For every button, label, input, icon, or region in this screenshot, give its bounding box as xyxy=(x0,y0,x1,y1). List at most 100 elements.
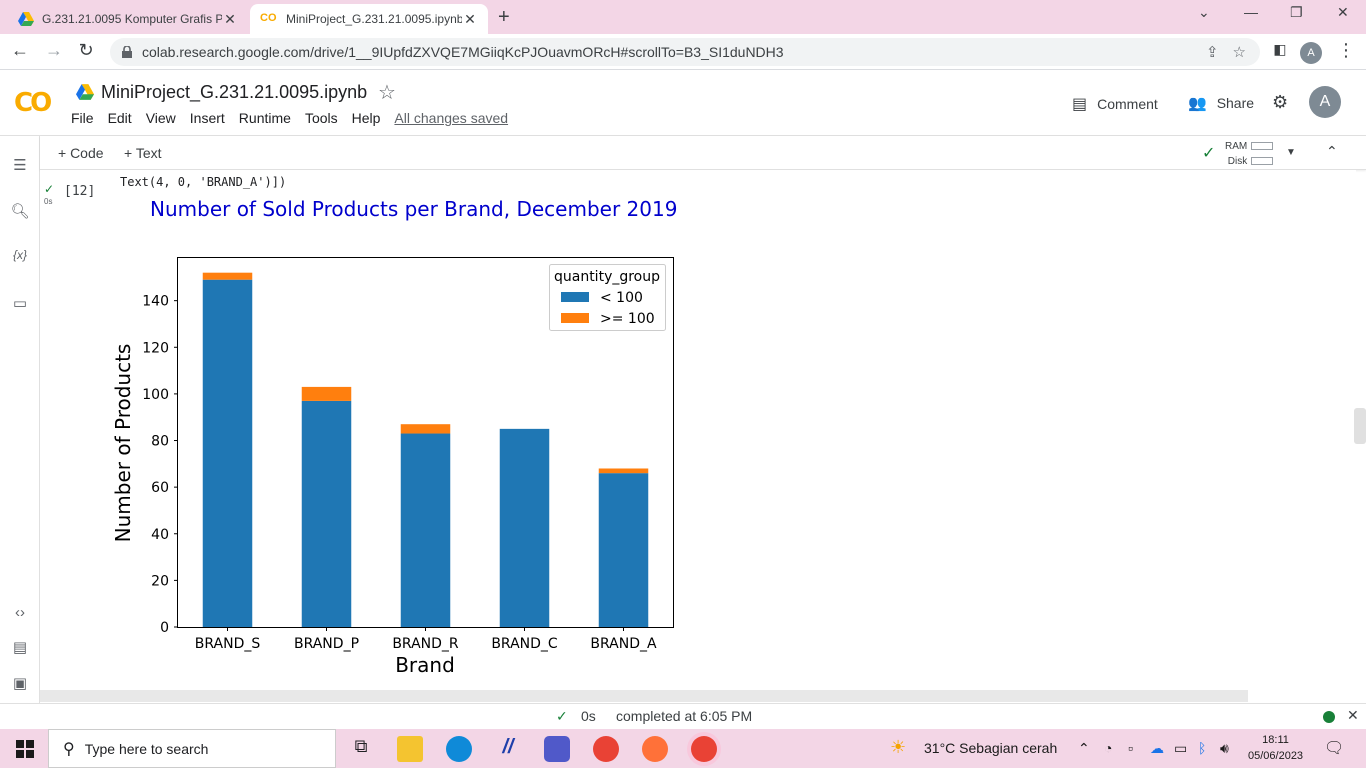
menu-edit[interactable]: Edit xyxy=(107,110,132,126)
bar-brand-s-series-1 xyxy=(202,272,253,280)
new-tab-icon[interactable]: + xyxy=(498,6,510,28)
folder-icon[interactable]: ▭ xyxy=(12,295,28,312)
connected-check-icon: ✓ xyxy=(1202,145,1216,162)
volume-icon[interactable]: 🔊︎ xyxy=(1220,740,1229,756)
app-slash-icon[interactable]: // xyxy=(502,736,514,758)
command-palette-icon[interactable]: ▤ xyxy=(12,639,28,656)
y-tick-label: 40 xyxy=(151,527,169,543)
notebook-title[interactable]: MiniProject_G.231.21.0095.ipynb xyxy=(101,82,368,102)
horizontal-scrollbar[interactable] xyxy=(40,690,1248,702)
code-snippets-icon[interactable]: ‹› xyxy=(15,604,25,621)
bar-chart: Number of Sold Products per Brand, Decem… xyxy=(111,197,677,677)
minimize-icon[interactable]: — xyxy=(1244,4,1258,20)
execution-time: 0s xyxy=(44,197,53,206)
output-text: Text(4, 0, 'BRAND_A')]) xyxy=(120,175,287,189)
y-tick-label: 120 xyxy=(142,340,169,356)
file-explorer-icon[interactable] xyxy=(397,736,423,762)
teams-icon[interactable] xyxy=(544,736,570,762)
clock-date: 05/06/2023 xyxy=(1248,750,1304,762)
legend-label-100-plus: >= 100 xyxy=(600,311,655,327)
browser-tab-colab[interactable]: CO MiniProject_G.231.21.0095.ipynb ✕ xyxy=(250,4,488,34)
network-icon[interactable]: ◔ xyxy=(1104,740,1113,756)
bluetooth-icon[interactable]: ᛒ xyxy=(1198,740,1207,756)
ram-label: RAM xyxy=(1225,141,1248,152)
colab-logo[interactable]: CO xyxy=(14,88,52,118)
share-button[interactable]: 👥 Share xyxy=(1188,94,1254,112)
star-icon[interactable]: ☆ xyxy=(378,82,396,104)
browser-tab-drive[interactable]: G.231.21.0095 Komputer Grafis P ✕ xyxy=(8,4,248,34)
menu-file[interactable]: File xyxy=(71,110,94,126)
notifications-icon[interactable]: 🗨︎ xyxy=(1324,740,1345,757)
x-tick-label: BRAND_S xyxy=(195,636,261,652)
variables-icon[interactable]: {x} xyxy=(12,248,27,262)
account-avatar[interactable]: A xyxy=(1309,86,1341,118)
profile-avatar[interactable]: A xyxy=(1300,42,1322,64)
disk-bar xyxy=(1251,157,1274,166)
y-tick-label: 80 xyxy=(151,434,169,450)
menu-view[interactable]: View xyxy=(145,110,176,126)
resource-monitor[interactable]: RAM Disk xyxy=(1225,139,1274,169)
y-tick-label: 140 xyxy=(142,294,169,310)
weather-icon[interactable]: ☀ xyxy=(890,737,907,757)
table-of-contents-icon[interactable]: ☰ xyxy=(13,157,27,174)
close-icon[interactable]: ✕ xyxy=(224,10,236,27)
runtime-dropdown-icon[interactable]: ▼ xyxy=(1286,147,1296,158)
comment-label: Comment xyxy=(1097,96,1158,112)
comment-button[interactable]: ▤ Comment xyxy=(1072,94,1158,114)
close-icon[interactable]: ✕ xyxy=(1347,707,1359,723)
onedrive-icon[interactable]: ☁ xyxy=(1150,740,1164,756)
taskbar-clock[interactable]: 18:11 05/06/2023 xyxy=(1248,732,1303,764)
meet-icon[interactable]: ▫ xyxy=(1128,740,1133,756)
browser-menu-icon[interactable]: ⋮ xyxy=(1337,40,1355,60)
legend-swatch-100-plus xyxy=(561,313,589,323)
add-text-button[interactable]: + Text xyxy=(124,145,162,161)
google-drive-icon[interactable] xyxy=(76,84,94,100)
weather-text[interactable]: 31°C Sebagian cerah xyxy=(924,740,1058,756)
comment-icon: ▤ xyxy=(1072,96,1088,113)
side-panel-icon[interactable]: ◧ xyxy=(1273,41,1287,57)
bar-brand-c-series-0 xyxy=(499,428,550,627)
forward-icon[interactable]: → xyxy=(45,40,63,60)
x-tick-label: BRAND_A xyxy=(590,636,657,652)
chrome-icon[interactable] xyxy=(593,736,619,762)
close-icon[interactable]: ✕ xyxy=(464,10,476,27)
url-field[interactable]: colab.research.google.com/drive/1__9IUpf… xyxy=(110,38,1260,66)
windows-start-icon[interactable] xyxy=(16,740,34,758)
terminal-icon[interactable]: ▣ xyxy=(12,675,28,692)
restore-icon[interactable]: ❐ xyxy=(1290,4,1303,20)
share-page-icon[interactable]: ⇪ xyxy=(1205,44,1219,61)
window-close-icon[interactable]: ✕ xyxy=(1337,4,1349,20)
battery-icon[interactable]: ▭ xyxy=(1174,740,1188,756)
chrome-profile-icon[interactable] xyxy=(691,736,717,762)
menu-tools[interactable]: Tools xyxy=(304,110,338,126)
address-bar: ← → ↻ colab.research.google.com/drive/1_… xyxy=(0,34,1366,70)
x-axis-label: Brand xyxy=(395,653,455,677)
reload-icon[interactable]: ↻ xyxy=(78,40,94,60)
chevron-up-icon[interactable]: ⌃ xyxy=(1326,143,1338,159)
menu-runtime[interactable]: Runtime xyxy=(238,110,291,126)
lock-icon xyxy=(122,46,132,58)
task-view-icon[interactable]: ⧉ xyxy=(354,736,368,756)
bar-brand-p-series-0 xyxy=(301,400,352,627)
settings-gear-icon[interactable]: ⚙ xyxy=(1272,92,1289,112)
clock-time: 18:11 xyxy=(1262,734,1289,746)
taskbar-search-box[interactable]: ⚲ Type here to search xyxy=(48,729,336,768)
search-placeholder: Type here to search xyxy=(84,740,209,757)
menu-insert[interactable]: Insert xyxy=(189,110,225,126)
vertical-scrollbar-thumb[interactable] xyxy=(1354,408,1366,444)
chevron-up-icon[interactable]: ⌃ xyxy=(1078,740,1090,756)
add-code-button[interactable]: + Code xyxy=(58,145,104,161)
bookmark-star-icon[interactable]: ☆ xyxy=(1232,44,1246,61)
connection-status-dot[interactable] xyxy=(1323,711,1335,723)
search-icon[interactable]: 🔍︎ xyxy=(10,203,30,220)
menu-help[interactable]: Help xyxy=(351,110,381,126)
chevron-down-icon[interactable]: ⌄ xyxy=(1198,4,1210,20)
save-status[interactable]: All changes saved xyxy=(394,110,509,126)
edge-icon[interactable] xyxy=(446,736,472,762)
firefox-icon[interactable] xyxy=(642,736,668,762)
windows-taskbar: ⚲ Type here to search ⧉ // ☀ 31°C Sebagi… xyxy=(0,729,1366,768)
execution-count[interactable]: [12] xyxy=(64,184,96,199)
back-icon[interactable]: ← xyxy=(11,40,29,60)
y-tick-label: 0 xyxy=(160,620,169,636)
bar-brand-r-series-0 xyxy=(400,433,451,627)
